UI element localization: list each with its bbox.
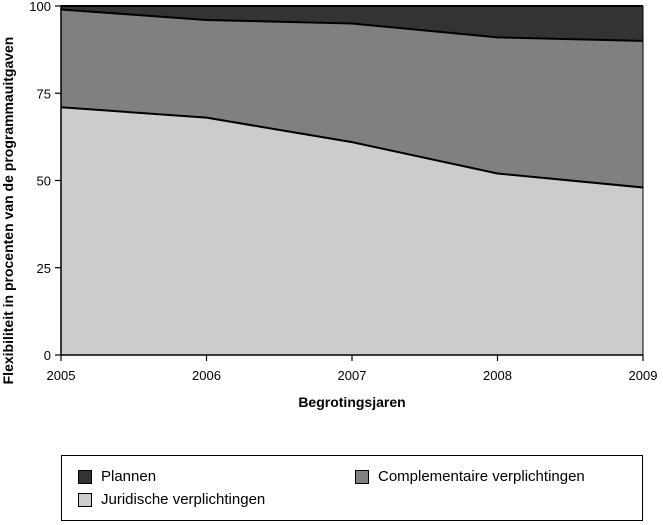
legend-item-juridische: Juridische verplichtingen [78,491,265,508]
y-tick-label-25: 25 [37,261,51,276]
legend-swatch-juridische [78,492,92,507]
legend-label-juridische: Juridische verplichtingen [101,491,266,508]
x-tick-label-2009: 2009 [629,368,658,383]
x-axis-title: Begrotingsjaren [298,394,405,410]
legend-label-complementaire: Complementaire verplichtingen [378,468,585,485]
legend-item-plannen: Plannen [78,468,156,485]
x-tick-label-2008: 2008 [483,368,512,383]
area-chart: 0 25 50 75 100 2005 2006 2007 2008 2009 Begrotings… [0,0,658,410]
x-tick-label-2005: 2005 [47,368,76,383]
boundary-line-complementaire [60,8,644,42]
y-tick-label-0: 0 [44,348,51,363]
y-axis-title: Flexibiliteit in procenten van de progra… [0,37,16,385]
legend-swatch-complementaire [355,469,369,484]
legend-swatch-plannen [78,469,92,484]
legend: Plannen Complementaire verplichtingen Ju… [61,455,643,521]
boundary-line-juridische [60,106,644,189]
y-tick-label-50: 50 [37,174,51,189]
x-tick-label-2007: 2007 [338,368,367,383]
x-tick-label-2006: 2006 [192,368,221,383]
y-tick-label-100: 100 [29,0,51,14]
area-juridische [61,107,643,356]
y-tick-label-75: 75 [37,86,51,101]
legend-item-complementaire: Complementaire verplichtingen [355,468,585,485]
legend-label-plannen: Plannen [101,468,157,485]
area-complementaire [61,9,643,188]
